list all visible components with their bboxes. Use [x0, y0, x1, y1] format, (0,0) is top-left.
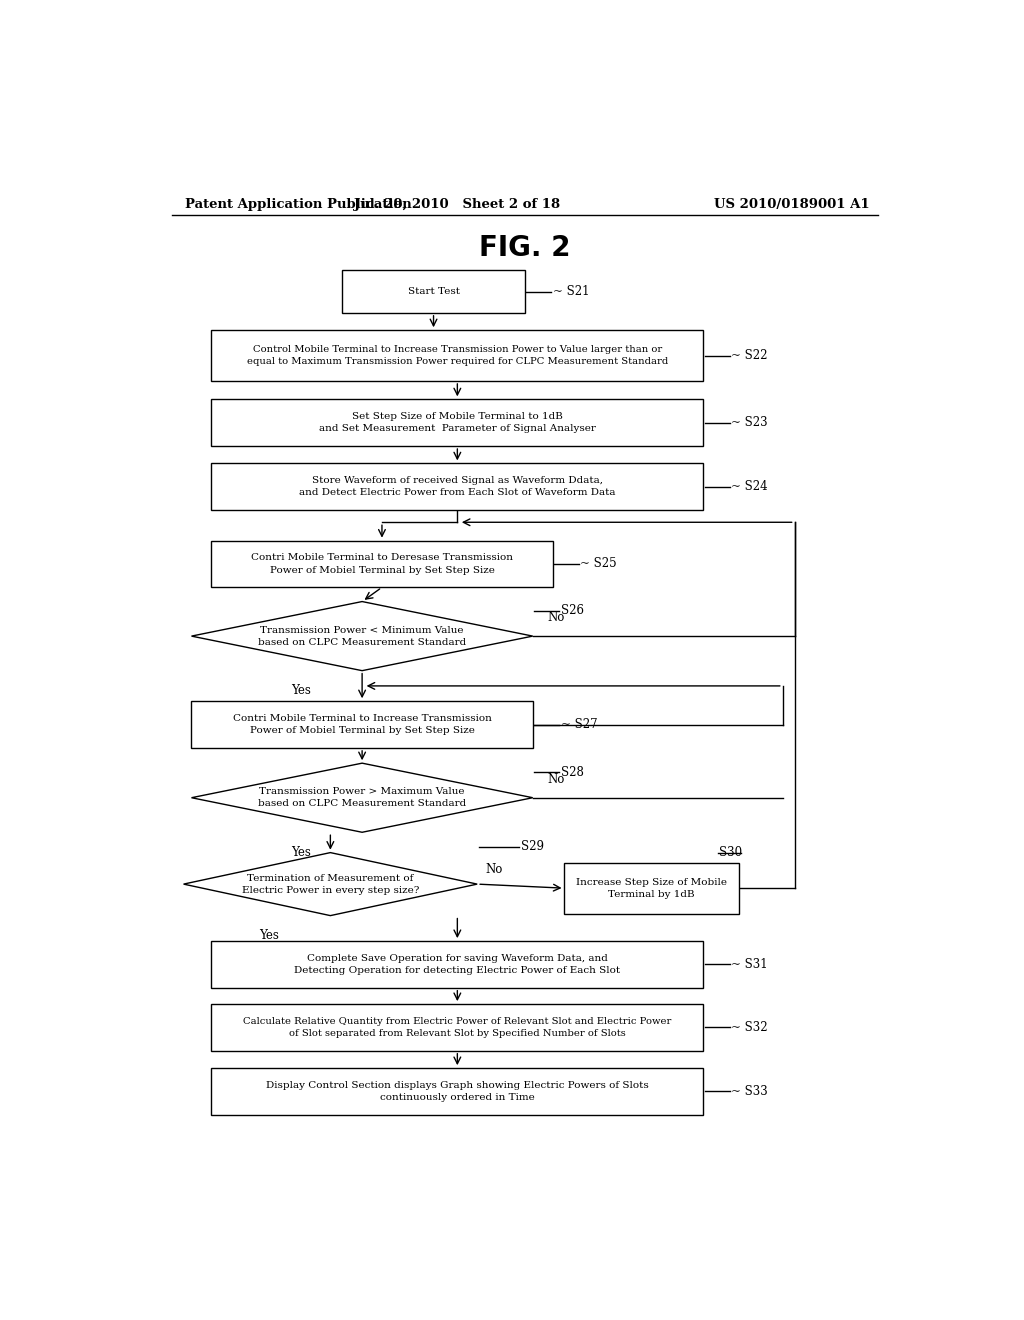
- Text: ~ S23: ~ S23: [731, 416, 768, 429]
- Polygon shape: [191, 602, 532, 671]
- Text: S29: S29: [521, 840, 544, 853]
- Bar: [211, 1005, 703, 1051]
- Bar: [211, 541, 553, 587]
- Bar: [211, 330, 703, 381]
- Text: Store Waveform of received Signal as Waveform Ddata,
and Detect Electric Power f: Store Waveform of received Signal as Wav…: [299, 477, 615, 498]
- Polygon shape: [191, 763, 532, 833]
- Bar: [211, 463, 703, 510]
- Bar: [191, 701, 532, 748]
- Text: FIG. 2: FIG. 2: [479, 234, 570, 261]
- Bar: [564, 863, 739, 913]
- Text: ~ S24: ~ S24: [731, 480, 768, 494]
- Text: Yes: Yes: [259, 929, 279, 942]
- Text: US 2010/0189001 A1: US 2010/0189001 A1: [715, 198, 870, 211]
- Text: Yes: Yes: [291, 685, 310, 697]
- Text: Termination of Measurement of
Electric Power in every step size?: Termination of Measurement of Electric P…: [242, 874, 419, 895]
- Text: S28: S28: [560, 766, 584, 779]
- Text: ~ S21: ~ S21: [553, 285, 589, 298]
- Text: Yes: Yes: [291, 846, 310, 859]
- Text: No: No: [547, 774, 564, 785]
- Text: Patent Application Publication: Patent Application Publication: [185, 198, 412, 211]
- Text: No: No: [485, 863, 503, 876]
- Text: ~ S31: ~ S31: [731, 958, 768, 972]
- Bar: [342, 271, 525, 313]
- Text: ~ S32: ~ S32: [731, 1020, 768, 1034]
- Text: No: No: [547, 611, 564, 624]
- Text: Start Test: Start Test: [408, 286, 460, 296]
- Bar: [211, 941, 703, 987]
- Text: ~ S33: ~ S33: [731, 1085, 768, 1098]
- Text: Transmission Power > Maximum Value
based on CLPC Measurement Standard: Transmission Power > Maximum Value based…: [258, 787, 466, 808]
- Text: Contri Mobile Terminal to Increase Transmission
Power of Mobiel Terminal by Set : Contri Mobile Terminal to Increase Trans…: [232, 714, 492, 735]
- Text: Jul. 29, 2010   Sheet 2 of 18: Jul. 29, 2010 Sheet 2 of 18: [354, 198, 560, 211]
- Text: Transmission Power < Minimum Value
based on CLPC Measurement Standard: Transmission Power < Minimum Value based…: [258, 626, 466, 647]
- Text: Set Step Size of Mobile Terminal to 1dB
and Set Measurement  Parameter of Signal: Set Step Size of Mobile Terminal to 1dB …: [318, 412, 596, 433]
- Text: ~ S22: ~ S22: [731, 348, 768, 362]
- Text: ~ S27: ~ S27: [560, 718, 597, 731]
- Text: ~ S25: ~ S25: [581, 557, 617, 570]
- Bar: [211, 399, 703, 446]
- Text: S30: S30: [719, 846, 742, 859]
- Text: S26: S26: [560, 605, 584, 618]
- Text: Calculate Relative Quantity from Electric Power of Relevant Slot and Electric Po: Calculate Relative Quantity from Electri…: [243, 1016, 672, 1038]
- Text: Display Control Section displays Graph showing Electric Powers of Slots
continuo: Display Control Section displays Graph s…: [266, 1081, 649, 1102]
- Text: Control Mobile Terminal to Increase Transmission Power to Value larger than or
e: Control Mobile Terminal to Increase Tran…: [247, 345, 668, 366]
- Bar: [211, 1068, 703, 1115]
- Polygon shape: [183, 853, 477, 916]
- Text: Contri Mobile Terminal to Deresase Transmission
Power of Mobiel Terminal by Set : Contri Mobile Terminal to Deresase Trans…: [251, 553, 513, 574]
- Text: Complete Save Operation for saving Waveform Data, and
Detecting Operation for de: Complete Save Operation for saving Wavef…: [294, 954, 621, 975]
- Text: Increase Step Size of Mobile
Terminal by 1dB: Increase Step Size of Mobile Terminal by…: [577, 878, 727, 899]
